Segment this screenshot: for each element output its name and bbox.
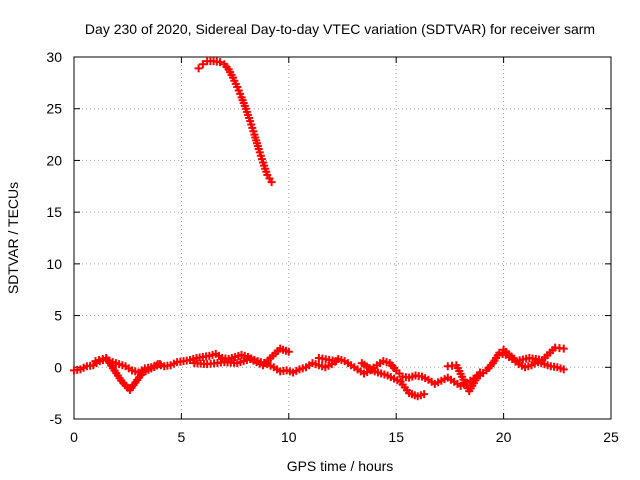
y-tick-label: 20 (46, 152, 62, 168)
x-tick-label: 10 (281, 429, 297, 445)
series-high-arc (194, 57, 276, 187)
data-point (475, 368, 484, 377)
x-tick-label: 15 (388, 429, 404, 445)
series-low-band-secondary (91, 343, 568, 401)
y-tick-label: 25 (46, 101, 62, 117)
x-axis-label: GPS time / hours (287, 458, 394, 474)
grid-lines (74, 57, 611, 419)
data-point (198, 60, 207, 69)
data-point (559, 344, 568, 353)
y-tick-label: 5 (54, 308, 62, 324)
y-tick-label: -5 (50, 411, 63, 427)
y-axis-label: SDTVAR / TECUs (5, 182, 21, 294)
data-points (70, 57, 568, 401)
data-point (332, 357, 341, 366)
data-point (559, 365, 568, 374)
plot-frame (73, 56, 612, 420)
axis-ticks: 0 5 10 15 20 25 -5 0 5 10 15 20 25 30 (46, 49, 619, 445)
data-point (420, 390, 429, 399)
series-low-band (70, 348, 568, 390)
y-tick-label: 0 (54, 359, 62, 375)
x-tick-label: 25 (603, 429, 619, 445)
y-tick-label: 30 (46, 49, 62, 65)
x-tick-label: 0 (70, 429, 78, 445)
data-point (267, 178, 276, 187)
data-point (155, 360, 164, 369)
chart-title: Day 230 of 2020, Sidereal Day-to-day VTE… (85, 21, 595, 37)
data-point (284, 347, 293, 356)
x-tick-label: 20 (496, 429, 512, 445)
data-point (194, 64, 203, 73)
y-tick-label: 10 (46, 256, 62, 272)
data-point (216, 58, 225, 67)
x-tick-label: 5 (178, 429, 186, 445)
y-tick-label: 15 (46, 204, 62, 220)
